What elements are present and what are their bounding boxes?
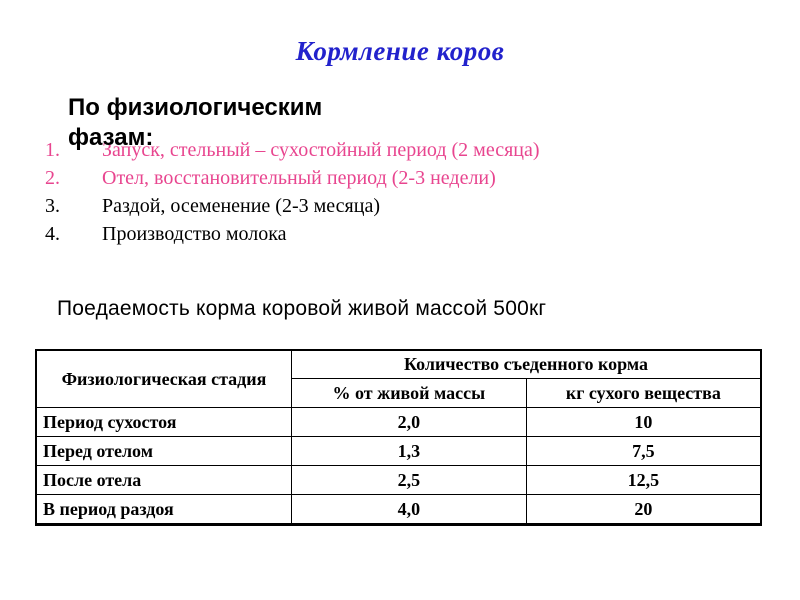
- phase-item-2: 2. Отел, восстановительный период (2-3 н…: [45, 167, 665, 195]
- percent-cell: 1,3: [291, 436, 527, 466]
- phase-text: Запуск, стельный – сухостойный период (2…: [102, 139, 540, 161]
- kg-cell: 10: [525, 407, 762, 437]
- stage-cell: Перед отелом: [35, 436, 292, 466]
- column-header-percent: % от живой массы: [291, 378, 527, 408]
- column-header-group: Количество съеденного корма: [291, 349, 762, 379]
- kg-cell: 7,5: [525, 436, 762, 466]
- phase-number: 1.: [45, 139, 60, 161]
- phase-text: Раздой, осеменение (2-3 месяца): [102, 195, 380, 217]
- phase-number: 4.: [45, 223, 60, 245]
- percent-cell: 2,5: [291, 465, 527, 495]
- phase-item-3: 3. Раздой, осеменение (2-3 месяца): [45, 195, 665, 223]
- percent-cell: 4,0: [291, 494, 527, 525]
- column-header-kg: кг сухого вещества: [525, 378, 762, 408]
- kg-cell: 12,5: [525, 465, 762, 495]
- phase-number: 3.: [45, 195, 60, 217]
- percent-cell: 2,0: [291, 407, 527, 437]
- phase-item-4: 4. Производство молока: [45, 223, 665, 251]
- stage-cell: После отела: [35, 465, 292, 495]
- stage-cell: В период раздоя: [35, 494, 292, 525]
- slide-title: Кормление коров: [295, 36, 505, 66]
- phase-text: Отел, восстановительный период (2-3 неде…: [102, 167, 496, 189]
- column-header-stage: Физиологическая стадия: [35, 349, 292, 408]
- phase-text: Производство молока: [102, 223, 287, 245]
- phase-list: 1. Запуск, стельный – сухостойный период…: [45, 139, 665, 251]
- phase-item-1: 1. Запуск, стельный – сухостойный период…: [45, 139, 665, 167]
- table-row: В период раздоя 4,0 20: [35, 494, 762, 525]
- kg-cell: 20: [525, 494, 762, 525]
- phase-number: 2.: [45, 167, 60, 189]
- feed-intake-table: Физиологическая стадия Количество съеден…: [35, 349, 762, 525]
- table-row: Перед отелом 1,3 7,5: [35, 436, 762, 466]
- table-caption: Поедаемость корма коровой живой массой 5…: [57, 297, 547, 320]
- table-row: Период сухостоя 2,0 10: [35, 407, 762, 437]
- table-row: После отела 2,5 12,5: [35, 465, 762, 495]
- stage-cell: Период сухостоя: [35, 407, 292, 437]
- table-header-row-1: Физиологическая стадия Количество съеден…: [35, 349, 762, 408]
- table-header-row-2: % от живой массы кг сухого вещества: [36, 378, 762, 408]
- section-heading: По физиологическим фазам:: [68, 94, 323, 151]
